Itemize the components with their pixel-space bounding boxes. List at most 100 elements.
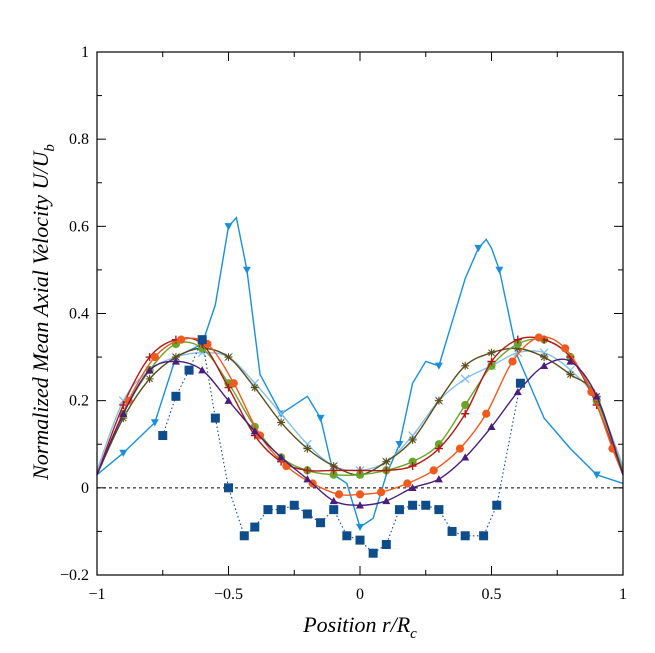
series-6-point [376,488,386,497]
y-tick-label: −0.2 [60,567,89,584]
series-3-point [408,435,417,444]
series-8-point [342,531,352,541]
series-6-point [355,490,365,499]
series-7-point [224,396,233,404]
series-6-point [150,352,159,362]
series-8-point [171,391,181,401]
series-8-point [355,535,365,545]
series-1-point [395,441,404,449]
series-8-point [460,531,470,541]
series-3-point [119,414,128,423]
series-7-point [277,453,286,461]
series-5-point [382,466,391,475]
series-5-point [303,466,312,475]
series-7-point [198,366,207,374]
y-tick-label: 1 [81,44,89,61]
series-7-point [145,366,154,374]
series-8-point [447,526,457,536]
series-3-point [171,353,180,362]
series-2-point [460,374,470,384]
series-8-point [197,335,207,345]
series-5-point [329,466,338,475]
series-3-point [382,457,391,466]
series-3-point [487,348,496,357]
series-8-point [408,500,418,510]
series-6-line [96,336,624,496]
series-2-point [250,378,260,388]
series-8-point [302,509,312,519]
series-8-line [162,337,521,554]
series-2-point [408,431,418,440]
series-8-point [158,431,168,441]
plot-area [96,216,624,558]
series-1-point [592,471,601,479]
y-tick-label: 0.8 [69,131,89,148]
series-1-point [242,266,251,274]
series-1-point [474,244,483,253]
x-tick-label: 0.5 [482,586,502,603]
x-tick-label: 1 [619,586,627,603]
series-2-point [276,409,286,419]
series-8-point [515,378,525,388]
series-1-point [495,266,504,274]
series-6-point [561,344,570,353]
series-7-line [96,358,624,506]
series-8-point [276,505,286,515]
series-3-point [145,374,154,383]
series-5-point [487,357,496,366]
series-1-point [224,223,233,231]
series-6-point [534,333,543,342]
series-1-point [434,362,443,370]
series-3-point [461,361,470,370]
series-7-point [329,496,338,505]
series-7-point [303,475,312,483]
series-5-point [356,466,364,475]
series-6-point [334,490,344,499]
series-7-point [487,422,496,431]
series-8-point [421,500,431,510]
series-1-point [150,419,159,427]
series-3-point [566,370,575,379]
series-6-point [403,479,412,488]
series-6-point [508,357,517,366]
series-6-point [177,335,186,344]
series-7-point [566,357,575,365]
series-6-point [229,379,238,388]
series-4-point [461,400,470,410]
y-tick-label: 0.6 [69,218,89,235]
series-3-point [329,462,338,471]
series-5-point [408,462,417,471]
series-7-point [171,357,180,365]
series-8-point [239,531,249,541]
series-8-point [329,505,339,515]
series-8-point [434,505,444,515]
series-3-point [540,353,549,362]
series-5-point [513,335,522,344]
y-tick-label: 0.4 [69,306,89,323]
x-axis-title: Position r/Rc [302,612,417,642]
series-7-point [540,361,549,369]
x-tick-label: −1 [88,586,105,603]
series-5-point [434,444,443,453]
series-8-point [289,500,299,510]
axes: −1 −0.5 0 0.5 1 −0.2 0 0.2 0.4 0.6 0.8 1 [60,44,627,603]
series-8-point [263,505,273,515]
series-8-point [381,539,391,549]
series-7-point [513,387,522,396]
series-6-point [455,444,465,453]
series-7-point [461,453,470,461]
series-1-point [316,414,325,423]
series-7-point [382,496,391,505]
series-8-point [224,483,233,493]
series-6-point [429,466,438,475]
series-3-point [250,383,259,392]
series-5-point [461,409,470,418]
series-7-point [434,475,443,483]
series-8-point [479,531,489,541]
series-1-line [96,216,624,529]
series-3-point [277,418,286,427]
series-3-point [303,444,312,453]
series-8-point [184,365,194,375]
series-1-point [356,523,364,532]
x-tick-label: 0 [356,586,364,603]
